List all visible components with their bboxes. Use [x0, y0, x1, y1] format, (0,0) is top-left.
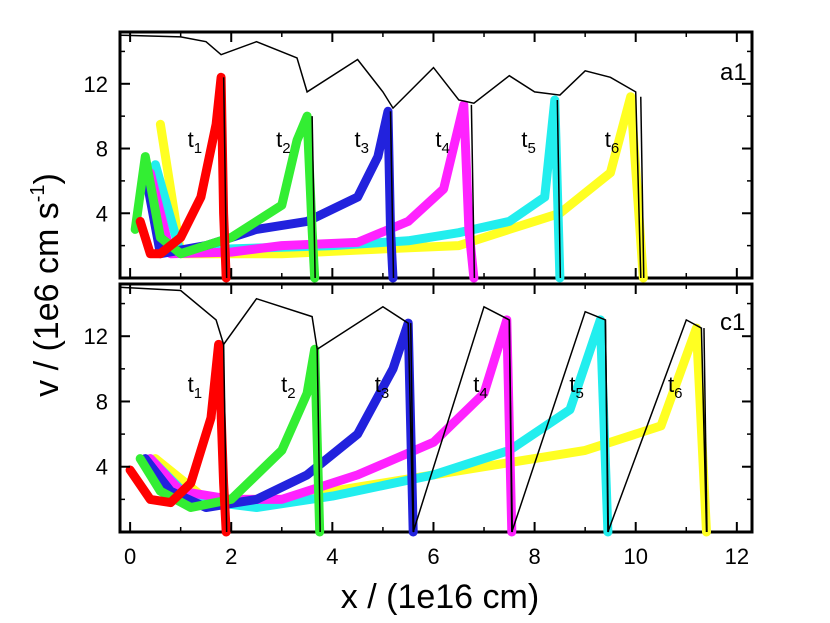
time-labels-a1: t1 t2 t3 t4 t5 t6: [188, 127, 620, 157]
front-line-t3-a1: [389, 111, 395, 279]
front-line-t2-c1: [316, 349, 321, 533]
envelope-group-c1: [119, 286, 708, 533]
front-line-t5-a1: [556, 99, 562, 279]
series-t1-a1: [135, 72, 231, 283]
x-tick-label: 0: [124, 544, 136, 569]
series-group-a1: [130, 72, 648, 283]
y-axis-title-main: v / (1e6 cm s: [28, 202, 66, 397]
y-tick-label-c1: 4: [96, 455, 108, 480]
envelope-group-a1: [119, 34, 642, 279]
front-line-t2-a1: [311, 116, 316, 279]
y-tick-label-a1: 4: [96, 201, 108, 226]
time-label-t4-a1: t4: [435, 127, 449, 157]
y-tick-label-c1: 12: [84, 324, 108, 349]
series-t2-a1: [130, 111, 320, 283]
x-axis-title: x / (1e16 cm): [341, 578, 539, 616]
plot-frame-a1: [118, 30, 754, 280]
time-label-t6-c1: t6: [668, 372, 682, 402]
series-t2-c1: [135, 344, 325, 537]
panel-a1: 4 8 12 t1 t2 t3 t4 t5 t6 a1: [84, 30, 754, 283]
time-label-t1-c1: t1: [188, 372, 202, 402]
time-labels-c1: t1 t2 t3 t4 t5 t6: [188, 372, 683, 402]
front-line-t4-a1: [470, 104, 476, 279]
x-tick-label: 2: [225, 544, 237, 569]
time-label-t4-c1: t4: [473, 372, 487, 402]
x-tick-labels: 0 2 4 6 8 10 12: [124, 544, 749, 569]
time-label-t3-a1: t3: [354, 127, 368, 157]
panel-label-a1: a1: [720, 59, 747, 86]
panel-label-c1: c1: [720, 309, 745, 336]
y-tick-label-c1: 8: [96, 389, 108, 414]
front-line-t3-c1: [409, 323, 415, 533]
y-axis-title-exponent: -1: [27, 184, 49, 202]
ticks-group-c1: 4 8 12: [84, 284, 752, 532]
front-line-t1-c1: [222, 344, 228, 533]
time-label-t1-a1: t1: [188, 127, 202, 157]
series-group-c1: [125, 315, 711, 537]
time-label-t3-c1: t3: [375, 372, 389, 402]
front-line-t6-a1: [640, 96, 645, 279]
series-t1-c1: [125, 339, 231, 537]
y-axis-title: v / (1e6 cm s-1): [27, 173, 66, 397]
series-t4-a1: [145, 100, 479, 283]
ticks-group-a1: 4 8 12: [84, 32, 752, 278]
x-tick-label: 10: [623, 544, 647, 569]
time-label-t6-a1: t6: [605, 127, 619, 157]
front-line-t1-a1: [222, 77, 228, 279]
envelope-curve-c1: [119, 286, 708, 533]
time-label-t5-a1: t5: [521, 127, 535, 157]
panel-c1: 4 8 12 t1 t2 t3 t4 t5 t6 c1: [84, 282, 754, 537]
x-tick-label: 12: [725, 544, 749, 569]
envelope-curve-a1: [119, 34, 642, 279]
x-tick-label: 4: [326, 544, 338, 569]
time-label-t2-a1: t2: [276, 127, 290, 157]
time-label-t5-c1: t5: [569, 372, 583, 402]
y-tick-label-a1: 12: [84, 72, 108, 97]
x-tick-label: 6: [427, 544, 439, 569]
front-line-t6-c1: [703, 328, 708, 533]
x-tick-label: 8: [528, 544, 540, 569]
y-tick-label-a1: 8: [96, 137, 108, 162]
plot-frame-c1: [118, 282, 754, 534]
time-label-t2-c1: t2: [281, 372, 295, 402]
y-axis-title-close: ): [28, 173, 66, 184]
series-t4-c1: [145, 315, 517, 537]
